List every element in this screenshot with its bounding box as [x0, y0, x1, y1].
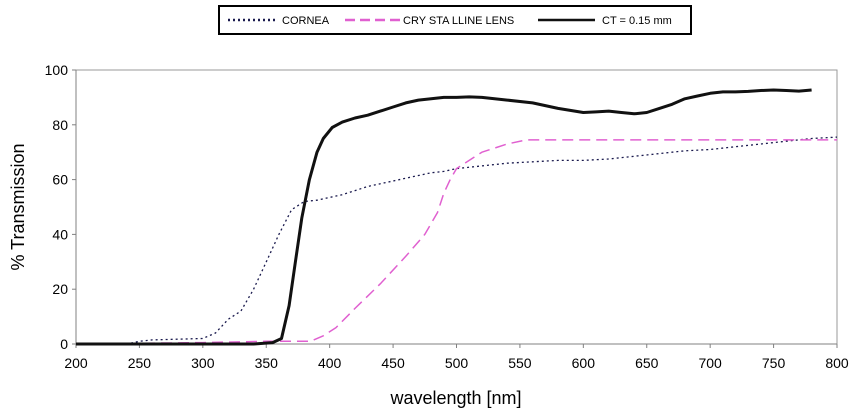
x-tick-label: 450 — [381, 355, 405, 371]
x-tick-label: 600 — [572, 355, 596, 371]
legend-box — [218, 5, 692, 35]
y-axis-ticks: 0 20 40 60 80 100 — [45, 62, 76, 352]
x-tick-label: 800 — [825, 355, 849, 371]
series-line-ct-0-15-mm — [76, 88, 812, 346]
series-line-cornea — [76, 136, 838, 345]
x-axis-title: wavelength [nm] — [389, 388, 521, 408]
y-tick-label: 40 — [52, 226, 68, 242]
x-tick-label: 400 — [318, 355, 342, 371]
y-axis-title: % Transmission — [8, 143, 28, 270]
x-tick-label: 700 — [698, 355, 722, 371]
plot-area — [75, 69, 838, 345]
x-tick-label: 350 — [255, 355, 279, 371]
legend: CORNEA CRY STA LLINE LENS CT = 0.15 mm — [218, 5, 692, 35]
series-line-cry-sta-lline-lens — [75, 139, 837, 345]
legend-label-crystalline-lens: CRY STA LLINE LENS — [403, 15, 514, 27]
legend-label-ct: CT = 0.15 mm — [602, 15, 672, 27]
x-axis-ticks: 200 250 300 350 400 450 500 550 600 650 700 750 800 — [64, 344, 849, 371]
y-tick-label: 100 — [45, 62, 69, 78]
x-tick-label: 500 — [445, 355, 469, 371]
y-tick-label: 20 — [52, 281, 68, 297]
x-tick-label: 200 — [64, 355, 88, 371]
y-tick-label: 60 — [52, 172, 68, 188]
series-layer — [75, 88, 838, 346]
y-tick-label: 0 — [60, 336, 68, 352]
y-tick-label: 80 — [52, 117, 68, 133]
legend-label-cornea: CORNEA — [282, 15, 330, 27]
x-tick-label: 650 — [635, 355, 659, 371]
x-tick-label: 550 — [508, 355, 532, 371]
x-tick-label: 750 — [762, 355, 786, 371]
x-tick-label: 300 — [191, 355, 215, 371]
x-tick-label: 250 — [128, 355, 152, 371]
